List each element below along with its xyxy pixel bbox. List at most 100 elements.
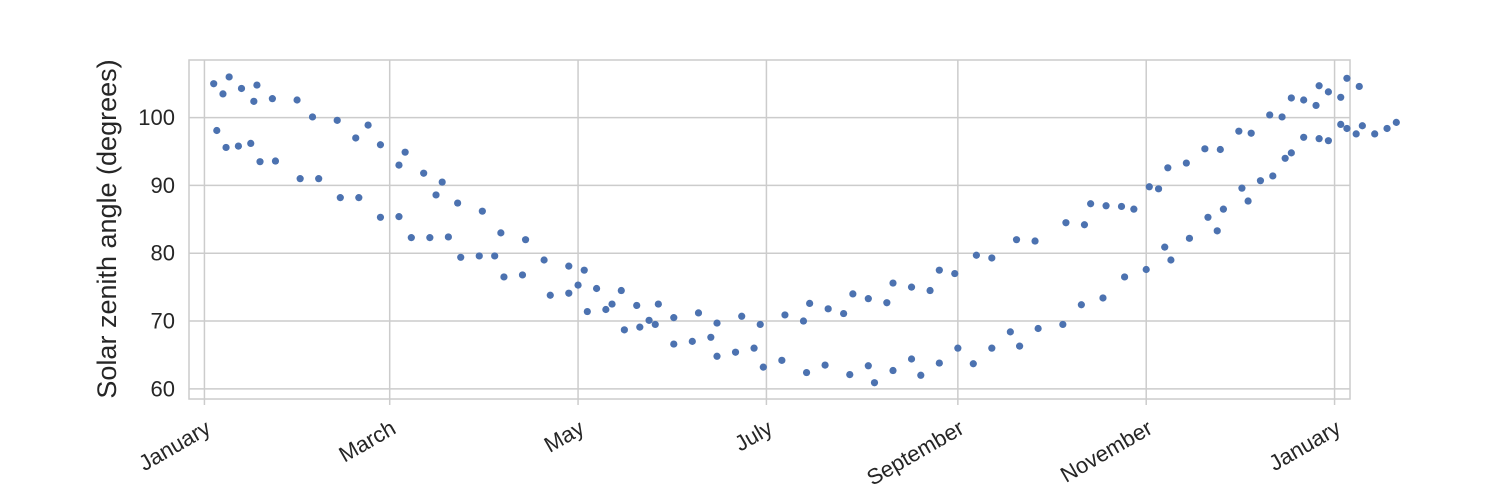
- data-point: [849, 290, 857, 298]
- data-point: [432, 191, 440, 199]
- data-point: [840, 309, 848, 318]
- y-tick-label: 80: [151, 241, 175, 266]
- data-point: [1247, 129, 1255, 137]
- data-point: [1016, 342, 1024, 350]
- data-point: [1062, 219, 1070, 227]
- data-point: [1358, 122, 1366, 130]
- data-point: [617, 286, 625, 295]
- data-point: [1154, 185, 1163, 193]
- data-point: [713, 319, 721, 327]
- x-tick-label: September: [862, 415, 968, 490]
- x-axis-ticks: January March May July September November Janu…: [134, 399, 1345, 490]
- data-point: [1281, 154, 1289, 162]
- data-point: [1266, 111, 1274, 119]
- data-point: [988, 344, 996, 352]
- data-point: [620, 326, 628, 334]
- data-point: [972, 251, 980, 259]
- data-point: [1213, 227, 1221, 235]
- data-point: [475, 252, 483, 260]
- data-point: [1102, 202, 1110, 210]
- data-point: [478, 207, 486, 215]
- data-point: [308, 113, 317, 121]
- data-point: [574, 281, 582, 289]
- data-point: [670, 314, 678, 322]
- data-point: [213, 126, 221, 135]
- data-point: [1142, 265, 1150, 274]
- data-point: [565, 262, 573, 270]
- data-point: [694, 309, 703, 317]
- data-point: [1343, 74, 1351, 82]
- data-point: [268, 95, 276, 103]
- y-tick-label: 90: [151, 173, 175, 198]
- data-point: [738, 312, 746, 320]
- data-point: [1287, 94, 1295, 102]
- data-point: [426, 234, 434, 242]
- data-point: [1244, 197, 1252, 205]
- data-point: [731, 348, 740, 356]
- data-point: [1352, 130, 1360, 138]
- data-point: [1278, 113, 1286, 121]
- data-point: [864, 362, 872, 370]
- data-point: [1216, 145, 1224, 154]
- data-point: [1238, 184, 1246, 192]
- data-point: [1337, 120, 1345, 129]
- data-point: [651, 320, 659, 329]
- data-point: [951, 269, 959, 278]
- data-point: [1392, 118, 1400, 126]
- x-tick-label: January: [1264, 415, 1344, 476]
- data-point: [707, 333, 715, 341]
- data-point: [1219, 205, 1228, 213]
- data-point: [1120, 273, 1129, 281]
- data-point: [518, 271, 527, 279]
- data-point: [926, 286, 934, 295]
- data-point: [633, 301, 641, 310]
- data-point: [491, 252, 499, 260]
- data-point: [1087, 200, 1095, 208]
- data-point: [293, 96, 301, 104]
- data-point: [540, 256, 548, 264]
- data-point: [1235, 127, 1243, 135]
- data-point: [407, 234, 415, 242]
- data-point: [1031, 237, 1039, 245]
- data-point: [1287, 149, 1295, 157]
- data-point: [608, 300, 616, 308]
- data-point: [500, 273, 508, 281]
- data-point: [210, 80, 218, 88]
- data-point: [756, 320, 764, 329]
- data-point: [395, 161, 403, 169]
- data-point: [364, 121, 372, 129]
- data-point: [1355, 82, 1363, 91]
- data-point: [935, 266, 943, 274]
- x-tick-label: November: [1056, 415, 1156, 487]
- data-point: [781, 311, 789, 319]
- y-axis-ticks: 60 70 80 90 100: [138, 105, 175, 401]
- data-point: [1006, 328, 1014, 336]
- data-point: [799, 317, 808, 325]
- data-point: [1167, 256, 1175, 264]
- y-tick-label: 60: [151, 376, 175, 401]
- data-point: [602, 305, 610, 314]
- data-point: [1161, 243, 1169, 251]
- data-point: [376, 213, 385, 221]
- data-point: [889, 366, 897, 375]
- data-point: [296, 175, 304, 183]
- data-point: [1337, 93, 1345, 101]
- data-point: [234, 142, 243, 150]
- data-point: [778, 356, 786, 364]
- plot-area: [188, 59, 1351, 400]
- data-point: [713, 352, 721, 360]
- data-point: [219, 90, 227, 98]
- y-tick-label: 100: [138, 105, 175, 130]
- data-point: [1383, 124, 1391, 133]
- data-point: [907, 355, 916, 363]
- data-point: [806, 299, 814, 308]
- data-point: [821, 361, 829, 369]
- data-point: [1256, 177, 1265, 185]
- data-point: [1300, 133, 1308, 141]
- data-point: [1300, 96, 1308, 104]
- data-point: [1130, 205, 1138, 213]
- data-point: [1185, 234, 1194, 242]
- data-point: [935, 359, 943, 367]
- data-point: [1164, 164, 1172, 172]
- data-point: [222, 143, 230, 152]
